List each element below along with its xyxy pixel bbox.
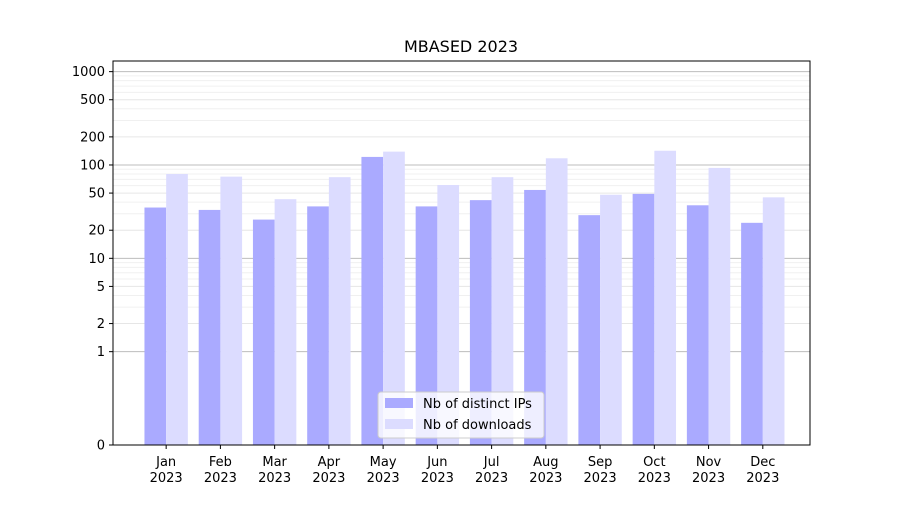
x-tick-label-year: 2023: [746, 471, 779, 486]
x-axis: Jan2023Feb2023Mar2023Apr2023May2023Jun20…: [150, 445, 779, 486]
x-tick-label-year: 2023: [421, 471, 454, 486]
bar: [437, 185, 460, 445]
y-tick-label: 2: [97, 317, 105, 332]
y-tick-label: 1000: [72, 65, 105, 80]
x-tick-label-month: Dec: [750, 455, 775, 470]
bar: [600, 194, 622, 445]
bar: [762, 197, 785, 445]
bar: [654, 150, 677, 445]
bar: [361, 156, 384, 445]
bar: [383, 151, 405, 445]
bar: [220, 176, 243, 445]
x-tick-label-month: Jan: [155, 455, 176, 470]
bar: [578, 215, 601, 445]
x-tick-label-month: Mar: [262, 455, 287, 470]
x-tick-label-year: 2023: [204, 471, 237, 486]
y-tick-label: 5: [97, 280, 105, 295]
x-tick-label-year: 2023: [150, 471, 183, 486]
bars: [144, 150, 785, 446]
bar: [469, 200, 492, 445]
y-tick-label: 200: [80, 130, 105, 145]
x-tick-label-year: 2023: [584, 471, 617, 486]
bar: [741, 222, 763, 445]
bar: [545, 158, 568, 445]
bar: [708, 167, 731, 446]
bar: [524, 189, 546, 445]
x-tick-label-month: Jul: [483, 455, 500, 470]
plot-frame: [112, 60, 811, 446]
y-tick-label: 20: [88, 224, 105, 239]
y-axis: 0 1 2 5 10 20 50 100 200 500 1000: [72, 65, 113, 454]
legend-label-distinct-ips: Nb of distinct IPs: [423, 397, 532, 412]
y-tick-label: 0: [97, 439, 105, 454]
y-tick-label: 50: [88, 187, 105, 202]
legend: Nb of distinct IPs Nb of downloads: [377, 391, 545, 439]
bar: [686, 205, 709, 445]
bar: [198, 209, 221, 445]
x-tick-label-year: 2023: [258, 471, 291, 486]
y-tick-label: 100: [80, 158, 105, 173]
bar: [415, 206, 438, 445]
bar: [252, 219, 275, 445]
bar: [491, 177, 514, 446]
legend-swatch-distinct-ips: [385, 398, 413, 408]
bar: [144, 207, 167, 445]
legend-box: [377, 391, 545, 439]
legend-swatch-downloads: [385, 419, 413, 429]
y-tick-label: 500: [80, 93, 105, 108]
x-tick-label-month: Apr: [318, 455, 341, 470]
bar: [632, 193, 655, 445]
y-tick-label: 10: [88, 252, 105, 267]
x-tick-label-month: Oct: [643, 455, 665, 470]
x-tick-label-month: Aug: [533, 455, 558, 470]
x-tick-label-month: Feb: [209, 455, 232, 470]
chart-title: MBASED 2023: [404, 37, 518, 56]
x-tick-label-year: 2023: [638, 471, 671, 486]
bar: [328, 177, 351, 446]
bar: [166, 174, 188, 445]
x-tick-label-month: Jun: [426, 455, 447, 470]
bar: [274, 199, 297, 445]
x-tick-label-year: 2023: [692, 471, 725, 486]
x-tick-label-month: Sep: [588, 455, 613, 470]
x-tick-label-month: Nov: [696, 455, 722, 470]
legend-label-downloads: Nb of downloads: [423, 418, 532, 433]
x-tick-label-year: 2023: [367, 471, 400, 486]
x-tick-label-year: 2023: [312, 471, 345, 486]
x-tick-label-year: 2023: [475, 471, 508, 486]
x-tick-label-year: 2023: [529, 471, 562, 486]
y-tick-label: 1: [97, 345, 105, 360]
bar: [307, 206, 329, 445]
x-tick-label-month: May: [370, 455, 397, 470]
